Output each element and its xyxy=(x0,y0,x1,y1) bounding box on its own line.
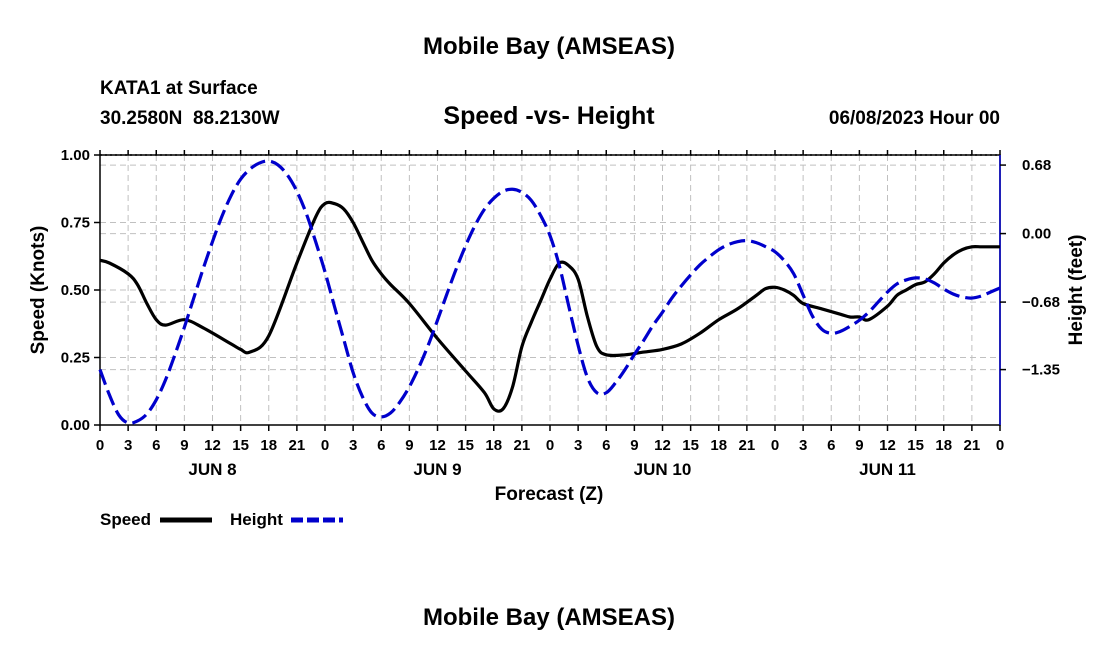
x-tick-label: 21 xyxy=(514,437,531,454)
y-tick-label: 0.75 xyxy=(61,215,90,232)
x-day-label: JUN 9 xyxy=(413,460,461,479)
x-tick-label: 18 xyxy=(485,437,502,454)
x-tick-label: 3 xyxy=(349,437,357,454)
station-label: KATA1 at Surface xyxy=(100,78,258,99)
y-tick-label: 0.00 xyxy=(61,417,90,434)
station-coordinates: 30.2580N 88.2130W xyxy=(100,108,280,129)
x-tick-label: 18 xyxy=(935,437,952,454)
x-axis-ticks: 0 3 6 9 12 15 18 21 0 3 6 9 12 15 18 21 0 3 6 9 12 15 18 21 0 3 6 9… xyxy=(96,150,1004,454)
x-tick-label: 15 xyxy=(457,437,474,454)
legend: Speed Height xyxy=(100,510,343,529)
x-tick-label: 0 xyxy=(996,437,1004,454)
y2-tick-label: −1.35 xyxy=(1022,362,1060,379)
y-tick-label: 0.50 xyxy=(61,282,90,299)
x-tick-label: 15 xyxy=(907,437,924,454)
y-tick-label: 1.00 xyxy=(61,147,90,164)
x-tick-label: 12 xyxy=(429,437,446,454)
x-tick-label: 9 xyxy=(630,437,638,454)
y2-tick-label: 0.00 xyxy=(1022,226,1051,243)
y-tick-label: 0.25 xyxy=(61,350,90,367)
x-tick-label: 15 xyxy=(682,437,699,454)
grid-lines xyxy=(100,154,1000,425)
chart-main-title: Mobile Bay (AMSEAS) xyxy=(423,33,675,60)
x-tick-label: 6 xyxy=(827,437,835,454)
x-tick-label: 6 xyxy=(152,437,160,454)
x-tick-label: 12 xyxy=(654,437,671,454)
legend-height-label: Height xyxy=(230,510,283,529)
y2-tick-label: 0.68 xyxy=(1022,157,1051,174)
chart-subtitle: Speed -vs- Height xyxy=(443,102,655,130)
right-axis-title: Height (feet) xyxy=(1066,235,1087,346)
series-line-speed xyxy=(99,200,1000,413)
x-tick-label: 0 xyxy=(321,437,329,454)
x-tick-label: 3 xyxy=(799,437,807,454)
x-day-label: JUN 8 xyxy=(188,460,236,479)
x-tick-label: 12 xyxy=(879,437,896,454)
series-line-height xyxy=(98,159,1001,425)
x-tick-label: 18 xyxy=(260,437,277,454)
series-layer xyxy=(98,159,1001,425)
x-tick-label: 3 xyxy=(574,437,582,454)
x-tick-label: 0 xyxy=(96,437,104,454)
x-day-label: JUN 11 xyxy=(859,460,916,479)
y2-tick-label: −0.68 xyxy=(1022,294,1060,311)
x-tick-label: 3 xyxy=(124,437,132,454)
x-tick-label: 21 xyxy=(289,437,306,454)
x-tick-label: 6 xyxy=(377,437,385,454)
x-tick-label: 21 xyxy=(964,437,981,454)
x-tick-label: 15 xyxy=(232,437,249,454)
x-axis-day-labels: JUN 8 JUN 9 JUN 10 JUN 11 xyxy=(188,460,915,479)
x-tick-label: 9 xyxy=(855,437,863,454)
legend-speed-label: Speed xyxy=(100,510,151,529)
x-tick-label: 21 xyxy=(739,437,756,454)
x-day-label: JUN 10 xyxy=(634,460,692,479)
x-tick-label: 9 xyxy=(405,437,413,454)
left-axis-ticks: 0.00 0.25 0.50 0.75 1.00 xyxy=(61,147,100,434)
forecast-datetime: 06/08/2023 Hour 00 xyxy=(829,108,1000,129)
x-tick-label: 9 xyxy=(180,437,188,454)
left-axis-title: Speed (Knots) xyxy=(28,226,49,355)
x-tick-label: 0 xyxy=(771,437,779,454)
x-tick-label: 6 xyxy=(602,437,610,454)
footer-title: Mobile Bay (AMSEAS) xyxy=(423,604,675,631)
x-tick-label: 18 xyxy=(710,437,727,454)
x-axis-title: Forecast (Z) xyxy=(495,484,604,505)
x-tick-label: 12 xyxy=(204,437,221,454)
x-tick-label: 0 xyxy=(546,437,554,454)
right-axis-ticks: −1.35 −0.68 0.00 0.68 xyxy=(1000,157,1060,379)
